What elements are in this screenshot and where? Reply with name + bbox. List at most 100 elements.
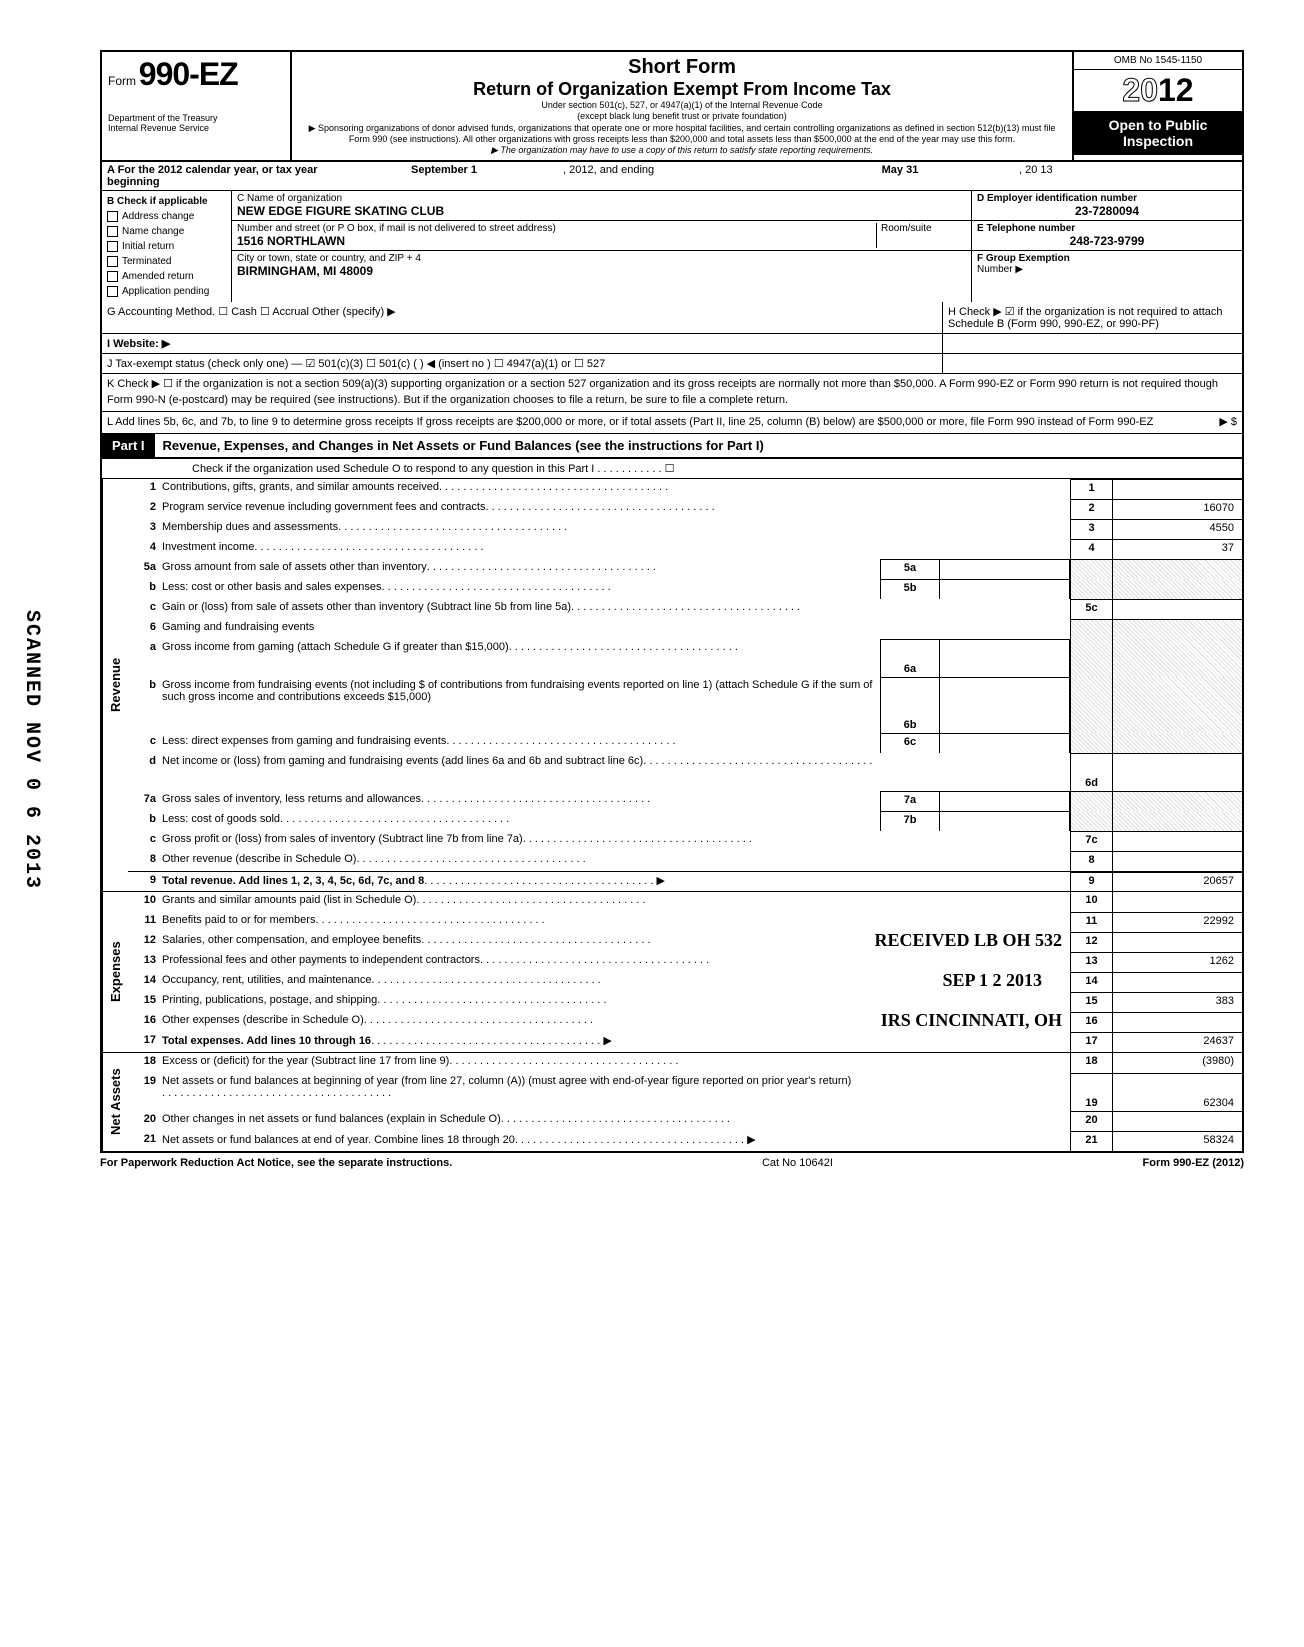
- line-7a-desc: Gross sales of inventory, less returns a…: [162, 793, 421, 805]
- line-20-col: 20: [1070, 1111, 1112, 1131]
- lbl-address-change: Address change: [122, 211, 194, 222]
- line-14-desc: Occupancy, rent, utilities, and maintena…: [162, 974, 372, 986]
- line-6-desc: Gaming and fundraising events: [162, 621, 314, 633]
- line-14-no: 14: [128, 972, 162, 992]
- line-17-val: 24637: [1112, 1032, 1242, 1052]
- row-l: L Add lines 5b, 6c, and 7b, to line 9 to…: [100, 412, 1244, 434]
- line-6d-desc: Net income or (loss) from gaming and fun…: [162, 755, 643, 767]
- line-12-val: [1112, 932, 1242, 952]
- page-footer: For Paperwork Reduction Act Notice, see …: [100, 1153, 1244, 1169]
- line-9-desc: Total revenue. Add lines 1, 2, 3, 4, 5c,…: [162, 875, 424, 887]
- line-15-col: 15: [1070, 992, 1112, 1012]
- line-13-col: 13: [1070, 952, 1112, 972]
- line-2-desc: Program service revenue including govern…: [162, 501, 485, 513]
- org-name: NEW EDGE FIGURE SKATING CLUB: [237, 204, 444, 218]
- line-5c-no: c: [128, 599, 162, 619]
- line-5c-desc: Gain or (loss) from sale of assets other…: [162, 601, 571, 613]
- line-2-val: 16070: [1112, 499, 1242, 519]
- line-11-desc: Benefits paid to or for members: [162, 914, 315, 926]
- chk-application-pending[interactable]: Application pending: [107, 284, 226, 299]
- chk-terminated[interactable]: Terminated: [107, 254, 226, 269]
- line-18-val: (3980): [1112, 1053, 1242, 1073]
- line-19-col: 19: [1070, 1073, 1112, 1111]
- line-5a-desc: Gross amount from sale of assets other t…: [162, 561, 427, 573]
- part-i-subtitle: Check if the organization used Schedule …: [100, 459, 1244, 479]
- line-8-no: 8: [128, 851, 162, 871]
- line-12-col: 12: [1070, 932, 1112, 952]
- line-11-no: 11: [128, 912, 162, 932]
- line-6b-scol: 6b: [880, 677, 940, 733]
- line-14-col: 14: [1070, 972, 1112, 992]
- line-21-col: 21: [1070, 1131, 1112, 1151]
- form-prefix: Form: [108, 74, 136, 88]
- line-6b-desc: Gross income from fundraising events (no…: [162, 679, 872, 703]
- part-i-title: Revenue, Expenses, and Changes in Net As…: [155, 434, 772, 457]
- return-title: Return of Organization Exempt From Incom…: [300, 79, 1064, 100]
- line-6a-scol: 6a: [880, 639, 940, 677]
- received-stamp-3: IRS CINCINNATI, OH: [881, 1010, 1062, 1031]
- line-8-col: 8: [1070, 851, 1112, 871]
- line-16-no: 16: [128, 1012, 162, 1032]
- line-4-no: 4: [128, 539, 162, 559]
- org-name-label: C Name of organization: [237, 193, 342, 204]
- line-15-desc: Printing, publications, postage, and shi…: [162, 994, 377, 1006]
- line-10-desc: Grants and similar amounts paid (list in…: [162, 894, 416, 906]
- lbl-terminated: Terminated: [122, 256, 171, 267]
- row-a-tax-year: A For the 2012 calendar year, or tax yea…: [100, 162, 1244, 191]
- row-a-end2: , 20 13: [1014, 162, 1242, 190]
- line-6c-no: c: [128, 733, 162, 753]
- line-1-desc: Contributions, gifts, grants, and simila…: [162, 481, 439, 493]
- chk-initial-return[interactable]: Initial return: [107, 239, 226, 254]
- city-label: City or town, state or country, and ZIP …: [237, 253, 421, 264]
- line-17-col: 17: [1070, 1032, 1112, 1052]
- line-3-no: 3: [128, 519, 162, 539]
- part-i-tab: Part I: [102, 434, 155, 457]
- line-3-val: 4550: [1112, 519, 1242, 539]
- room-label: Room/suite: [881, 223, 932, 234]
- omb-number: OMB No 1545-1150: [1074, 52, 1242, 70]
- line-5c-val: [1112, 599, 1242, 619]
- line-4-col: 4: [1070, 539, 1112, 559]
- tax-exempt-status: J Tax-exempt status (check only one) — ☑…: [102, 354, 942, 373]
- line-8-val: [1112, 851, 1242, 871]
- row-a-label: A For the 2012 calendar year, or tax yea…: [107, 164, 318, 188]
- line-11-col: 11: [1070, 912, 1112, 932]
- line-6d-val: [1112, 753, 1242, 791]
- row-a-mid2: , 2012, and ending: [558, 162, 786, 190]
- group-exemption-number: Number ▶: [977, 264, 1023, 275]
- line-12-no: 12: [128, 932, 162, 952]
- dept-irs: Internal Revenue Service: [108, 123, 284, 133]
- chk-address-change[interactable]: Address change: [107, 209, 226, 224]
- line-13-val: 1262: [1112, 952, 1242, 972]
- line-6c-desc: Less: direct expenses from gaming and fu…: [162, 735, 446, 747]
- line-18-desc: Excess or (deficit) for the year (Subtra…: [162, 1055, 449, 1067]
- line-19-no: 19: [128, 1073, 162, 1111]
- line-7b-scol: 7b: [880, 811, 940, 831]
- lbl-name-change: Name change: [122, 226, 184, 237]
- year-outline: 20: [1122, 72, 1158, 108]
- row-l-text: L Add lines 5b, 6c, and 7b, to line 9 to…: [107, 416, 1153, 428]
- row-a-end: May 31: [786, 162, 1014, 190]
- line-13-desc: Professional fees and other payments to …: [162, 954, 480, 966]
- lbl-amended-return: Amended return: [122, 271, 194, 282]
- line-3-desc: Membership dues and assessments: [162, 521, 338, 533]
- schedule-b-check: H Check ▶ ☑ if the organization is not r…: [942, 302, 1242, 333]
- side-expenses: Expenses: [102, 892, 128, 1052]
- line-6c-scol: 6c: [880, 733, 940, 753]
- line-20-desc: Other changes in net assets or fund bala…: [162, 1113, 501, 1125]
- line-4-desc: Investment income: [162, 541, 254, 553]
- line-17-desc: Total expenses. Add lines 10 through 16: [162, 1035, 371, 1047]
- org-address: 1516 NORTHLAWN: [237, 234, 345, 248]
- line-13-no: 13: [128, 952, 162, 972]
- subtitle-1: Under section 501(c), 527, or 4947(a)(1)…: [300, 100, 1064, 111]
- line-21-desc: Net assets or fund balances at end of ye…: [162, 1134, 515, 1146]
- chk-name-change[interactable]: Name change: [107, 224, 226, 239]
- chk-amended-return[interactable]: Amended return: [107, 269, 226, 284]
- side-revenue: Revenue: [102, 479, 128, 891]
- line-17-no: 17: [128, 1032, 162, 1052]
- line-20-val: [1112, 1111, 1242, 1131]
- line-10-col: 10: [1070, 892, 1112, 912]
- line-18-col: 18: [1070, 1053, 1112, 1073]
- ein-value: 23-7280094: [1075, 204, 1139, 218]
- line-7c-col: 7c: [1070, 831, 1112, 851]
